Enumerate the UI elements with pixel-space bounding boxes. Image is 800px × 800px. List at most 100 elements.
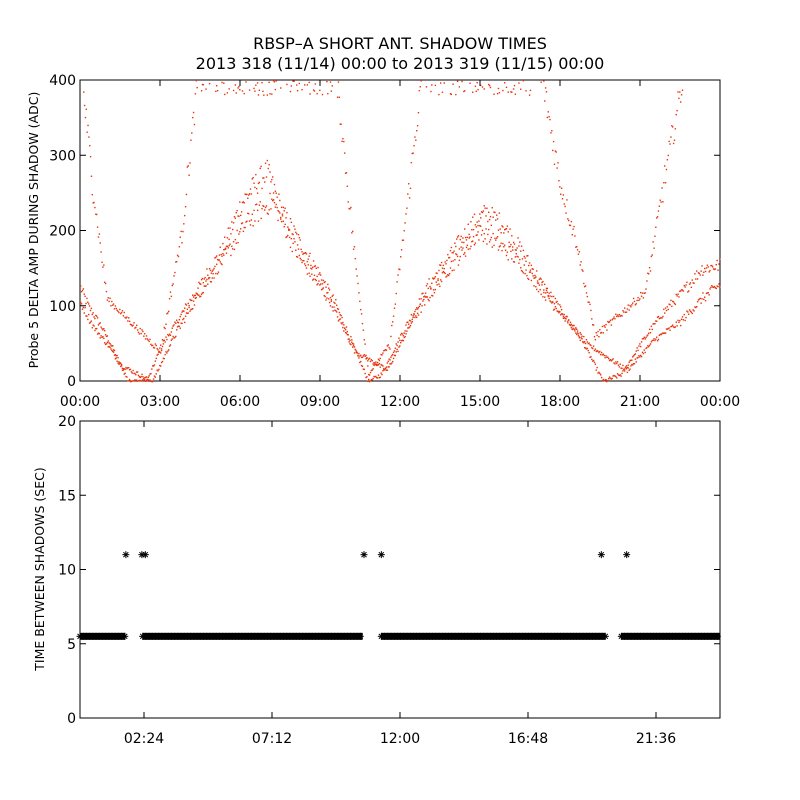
data-point <box>280 216 282 219</box>
data-point <box>563 203 565 205</box>
data-point <box>104 329 106 332</box>
data-point <box>142 378 144 381</box>
data-point <box>379 357 381 360</box>
data-point <box>672 301 675 303</box>
data-point <box>240 211 243 213</box>
data-point <box>407 327 409 329</box>
data-point <box>240 214 242 217</box>
data-point <box>115 357 117 359</box>
data-point <box>344 331 347 334</box>
data-point <box>175 261 177 263</box>
data-point <box>168 345 171 347</box>
data-point <box>657 338 660 341</box>
data-point <box>653 323 655 325</box>
data-point <box>91 193 94 196</box>
data-point <box>152 378 155 380</box>
data-point <box>314 83 317 85</box>
data-point <box>82 288 85 290</box>
data-point <box>369 380 372 382</box>
data-point <box>604 379 606 381</box>
data-point <box>261 207 263 210</box>
data-point <box>88 136 90 138</box>
data-point <box>194 297 197 300</box>
data-point <box>396 348 398 351</box>
data-point <box>609 358 612 361</box>
data-point <box>339 314 341 316</box>
data-point <box>670 299 672 302</box>
data-point <box>423 298 425 301</box>
data-point <box>344 328 347 331</box>
data-point <box>613 316 615 318</box>
data-point <box>576 245 578 248</box>
data-point <box>472 235 475 238</box>
data-point <box>409 320 412 322</box>
data-point <box>533 277 535 279</box>
data-point <box>327 291 329 294</box>
data-point <box>464 90 466 92</box>
data-point <box>507 231 509 233</box>
data-point <box>294 241 296 243</box>
data-point <box>97 324 100 326</box>
data-point <box>355 350 357 352</box>
data-point <box>192 307 194 310</box>
data-point <box>434 84 437 87</box>
data-point <box>478 220 480 222</box>
data-point <box>633 300 636 303</box>
data-point <box>400 256 402 258</box>
data-point <box>576 249 579 251</box>
data-point <box>424 304 426 306</box>
data-point <box>576 330 579 332</box>
data-point <box>318 280 320 282</box>
data-point <box>362 329 365 331</box>
data-point <box>549 118 551 121</box>
data-point <box>538 278 541 281</box>
data-point <box>556 167 558 169</box>
data-point <box>125 375 127 378</box>
data-point <box>677 293 679 295</box>
data-point <box>670 136 672 138</box>
data-point <box>500 242 502 244</box>
data-point <box>378 363 381 365</box>
data-point <box>494 237 496 240</box>
data-point <box>617 374 620 376</box>
data-point <box>314 265 317 267</box>
data-point <box>123 373 125 375</box>
data-point <box>385 366 388 368</box>
data-point <box>398 337 400 339</box>
data-point <box>197 294 199 296</box>
data-point <box>303 252 305 254</box>
data-point <box>180 313 182 316</box>
data-point <box>508 241 510 244</box>
data-point <box>698 272 701 275</box>
data-point <box>331 85 333 87</box>
data-point <box>118 311 120 314</box>
data-point <box>80 285 82 287</box>
data-point <box>614 318 616 320</box>
data-point <box>632 364 634 366</box>
data-point <box>392 353 394 356</box>
data-point <box>634 304 637 306</box>
data-point <box>224 248 226 251</box>
data-point <box>284 223 286 226</box>
data-point <box>84 306 86 309</box>
data-point <box>597 372 599 374</box>
data-point <box>627 364 629 366</box>
data-point <box>88 322 91 324</box>
data-point <box>628 369 630 372</box>
data-point <box>302 253 304 255</box>
data-point <box>695 306 697 309</box>
data-point <box>603 324 605 327</box>
data-point <box>617 364 620 366</box>
data-point <box>458 86 461 88</box>
data-point <box>565 318 567 320</box>
data-point <box>83 293 85 295</box>
data-point <box>475 234 477 237</box>
data-point <box>427 298 429 301</box>
data-point <box>365 376 367 379</box>
data-point <box>591 318 593 320</box>
data-point <box>623 551 631 559</box>
data-point <box>518 262 520 264</box>
data-point <box>464 228 466 230</box>
data-point <box>470 220 472 223</box>
data-point <box>264 209 266 211</box>
